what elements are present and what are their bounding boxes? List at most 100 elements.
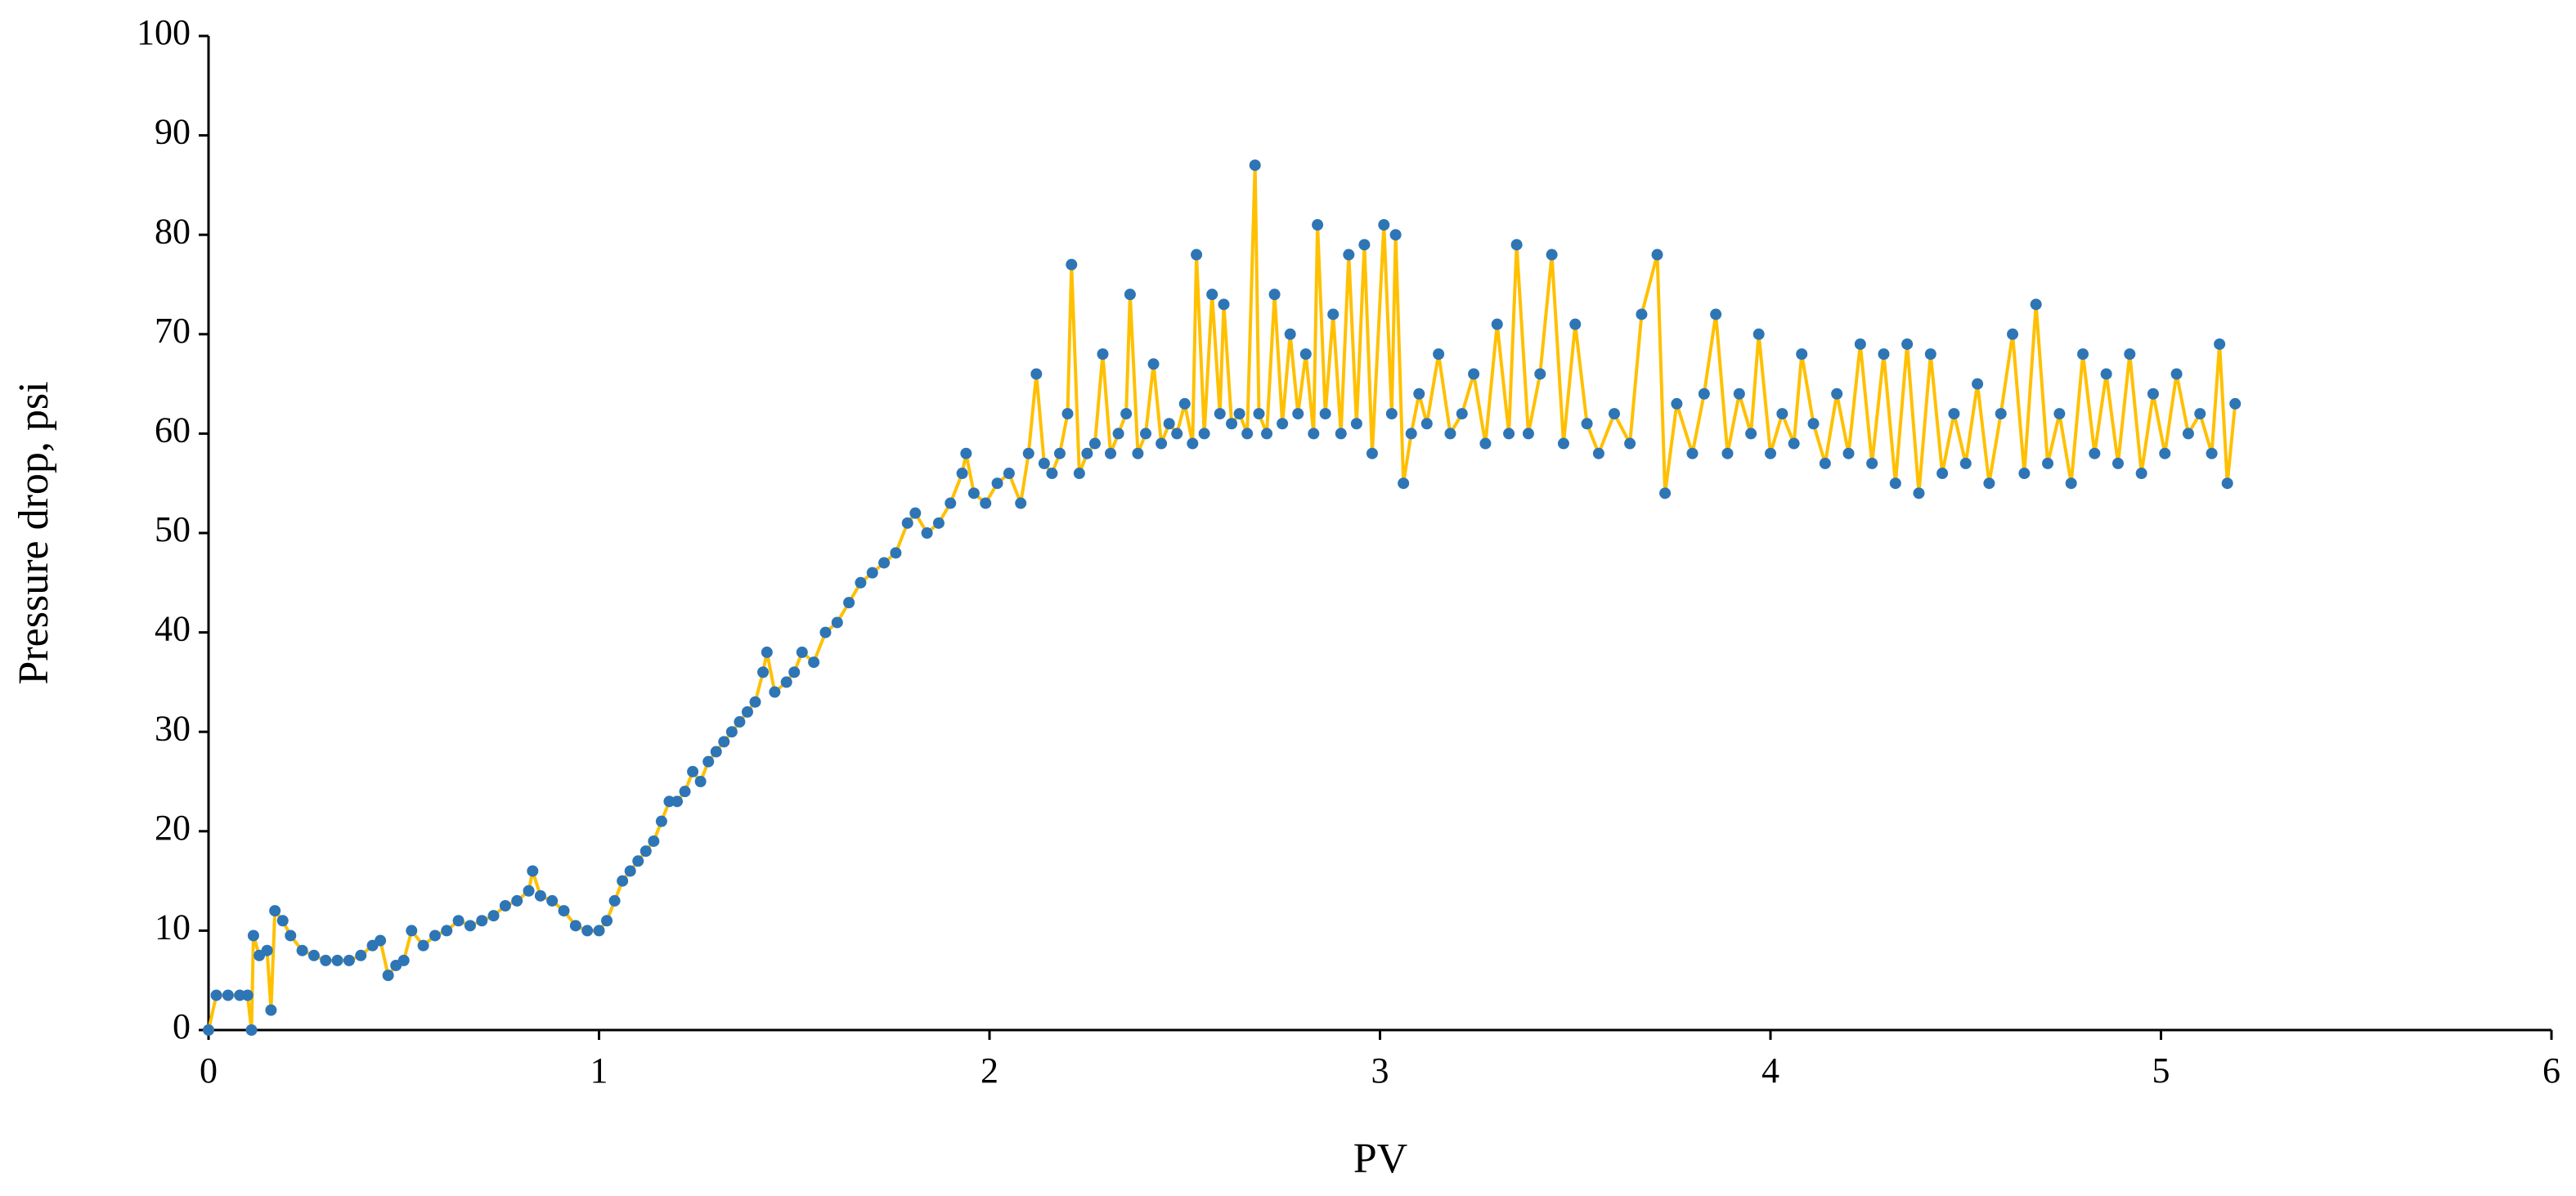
data-point xyxy=(780,676,792,688)
y-tick-label: 30 xyxy=(155,708,191,748)
data-point xyxy=(1878,348,1890,361)
data-point xyxy=(648,835,660,847)
data-point xyxy=(741,706,753,718)
data-point xyxy=(1776,408,1788,420)
data-point xyxy=(569,920,581,932)
data-point xyxy=(1088,437,1101,450)
data-point xyxy=(1218,298,1230,311)
data-point xyxy=(1924,348,1936,361)
data-point xyxy=(534,889,546,902)
data-point xyxy=(878,557,891,569)
data-point xyxy=(1503,428,1515,440)
data-point xyxy=(1995,408,2007,420)
data-point xyxy=(320,954,332,966)
data-point xyxy=(1120,408,1133,420)
data-point xyxy=(749,696,761,708)
data-point xyxy=(655,815,667,827)
data-point xyxy=(511,894,523,907)
data-point xyxy=(1866,457,1878,469)
data-point xyxy=(640,845,652,858)
data-point xyxy=(1214,408,1226,420)
x-tick-label: 2 xyxy=(981,1050,999,1091)
data-point xyxy=(331,954,343,966)
data-point xyxy=(1163,418,1175,430)
data-point xyxy=(1156,437,1168,450)
data-point xyxy=(624,865,636,877)
data-point xyxy=(1253,408,1265,420)
data-point xyxy=(1765,447,1776,459)
data-point xyxy=(687,765,699,777)
data-point xyxy=(761,646,773,658)
data-point xyxy=(819,626,832,638)
y-axis-label: Pressure drop, psi xyxy=(11,381,57,684)
y-tick-label: 0 xyxy=(173,1006,191,1046)
data-point xyxy=(285,929,297,942)
data-point xyxy=(1854,338,1866,350)
data-point xyxy=(558,905,570,917)
data-point xyxy=(487,910,500,922)
data-point xyxy=(1132,447,1144,459)
data-point xyxy=(247,929,259,942)
data-point xyxy=(1268,289,1281,301)
data-point xyxy=(725,726,738,738)
data-point xyxy=(476,915,488,927)
data-point xyxy=(890,547,902,559)
data-point xyxy=(2206,447,2218,459)
data-point xyxy=(734,716,746,728)
data-point xyxy=(1636,308,1648,320)
data-point xyxy=(2229,397,2242,410)
data-point xyxy=(788,666,801,679)
data-point xyxy=(2100,368,2112,380)
data-point xyxy=(2112,457,2124,469)
data-point xyxy=(1592,447,1604,459)
data-point xyxy=(210,989,222,1001)
data-point xyxy=(2042,457,2054,469)
data-point xyxy=(1901,338,1914,350)
data-point xyxy=(307,949,320,961)
data-point xyxy=(866,567,878,579)
data-point xyxy=(1468,368,1480,380)
data-point xyxy=(980,497,992,509)
data-point xyxy=(1659,487,1672,499)
data-point xyxy=(1745,428,1757,440)
data-point xyxy=(1022,447,1034,459)
data-point xyxy=(1671,397,1683,410)
data-point xyxy=(527,865,539,877)
data-point xyxy=(1097,348,1109,361)
data-point xyxy=(1398,477,1410,490)
data-point xyxy=(967,487,980,499)
data-point xyxy=(1233,408,1245,420)
x-tick-label: 0 xyxy=(200,1050,218,1091)
data-point xyxy=(1178,397,1191,410)
data-point xyxy=(1405,428,1417,440)
data-point xyxy=(429,929,441,942)
y-tick-label: 60 xyxy=(155,410,191,450)
data-point xyxy=(601,915,613,927)
data-point xyxy=(921,527,933,539)
data-point xyxy=(1609,408,1620,420)
data-point xyxy=(1698,387,1710,400)
data-point xyxy=(831,616,843,629)
data-point xyxy=(1557,437,1569,450)
data-point xyxy=(1807,418,1820,430)
data-point xyxy=(2147,387,2159,400)
data-point xyxy=(1147,358,1160,370)
data-point xyxy=(1581,418,1593,430)
data-point xyxy=(1191,249,1203,261)
data-point xyxy=(1277,418,1289,430)
data-point xyxy=(499,900,511,912)
data-point xyxy=(1366,447,1378,459)
data-point xyxy=(1983,477,1995,490)
data-point xyxy=(343,954,355,966)
data-point xyxy=(855,576,867,589)
data-point xyxy=(1686,447,1699,459)
data-point xyxy=(1819,457,1831,469)
data-point xyxy=(1433,348,1445,361)
data-point xyxy=(702,755,715,768)
data-point xyxy=(203,1024,214,1036)
data-point xyxy=(1624,437,1636,450)
data-point xyxy=(1456,408,1468,420)
data-point xyxy=(2194,408,2206,420)
data-point xyxy=(1413,387,1425,400)
